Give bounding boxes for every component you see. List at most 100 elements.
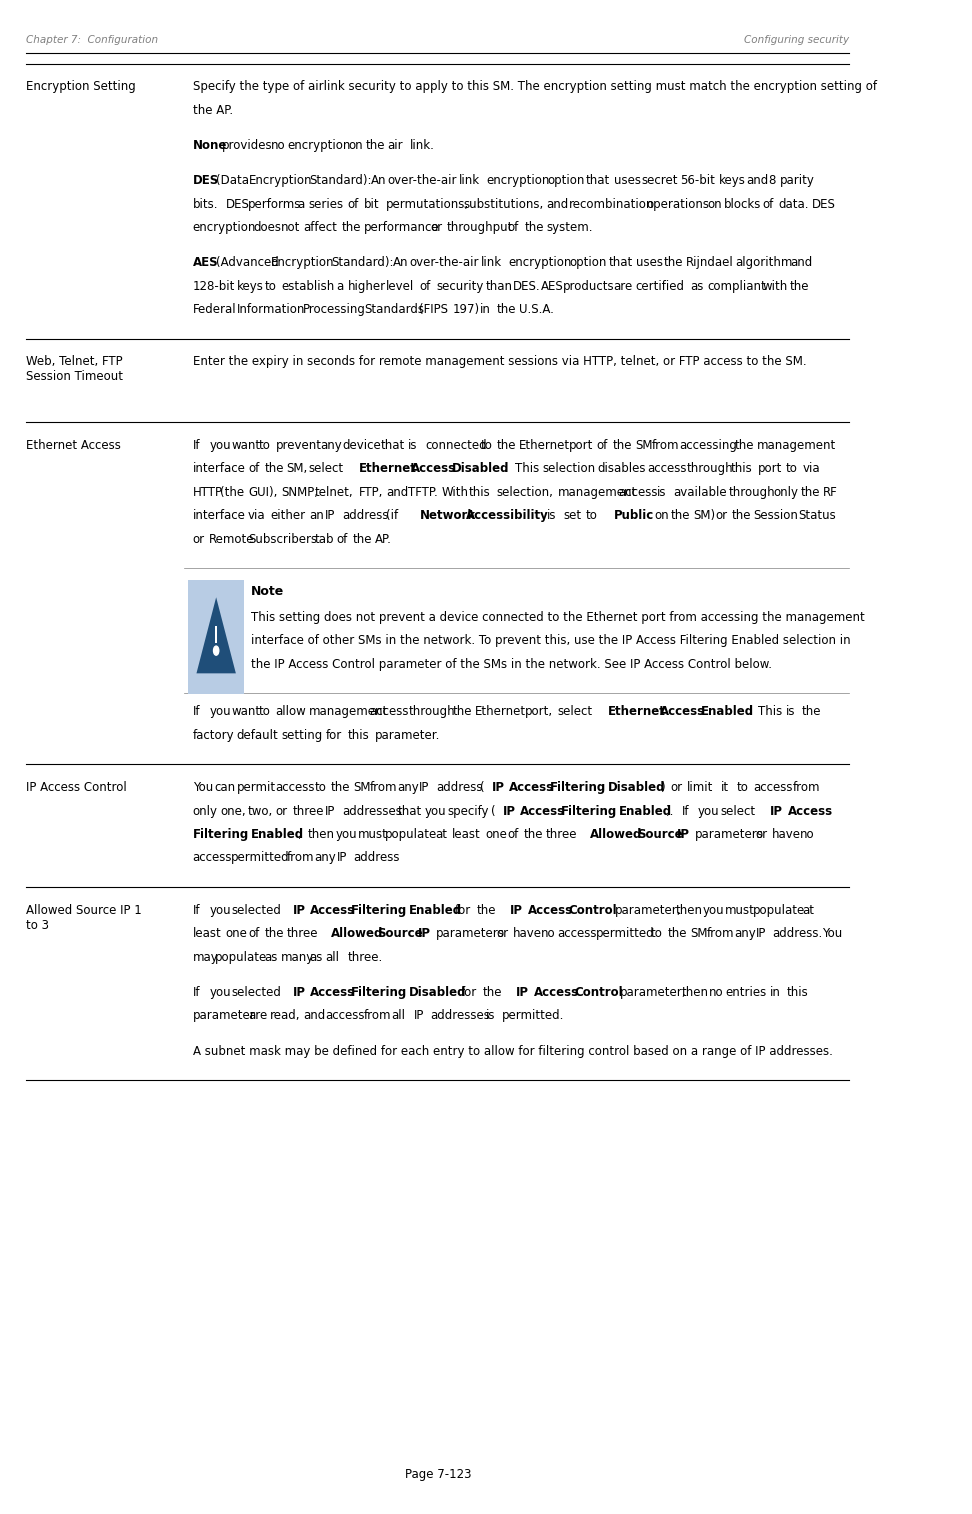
Text: permitted.: permitted. [503, 1010, 565, 1022]
Text: Processing: Processing [303, 303, 366, 316]
Text: None: None [192, 139, 227, 151]
Text: the: the [790, 280, 810, 292]
Text: IP: IP [503, 804, 515, 818]
Text: DES.: DES. [513, 280, 541, 292]
Text: Control: Control [574, 986, 623, 999]
Text: parameter: parameter [192, 1010, 256, 1022]
Text: Ethernet: Ethernet [474, 706, 526, 718]
Text: through: through [686, 462, 733, 475]
Text: selected: selected [231, 986, 281, 999]
Text: .: . [746, 706, 750, 718]
Text: link: link [459, 174, 480, 188]
Text: addresses: addresses [431, 1010, 490, 1022]
Text: the: the [735, 439, 754, 451]
Text: Disabled: Disabled [408, 986, 466, 999]
Text: SM,: SM, [287, 462, 308, 475]
Text: Status: Status [798, 509, 836, 522]
Text: Access: Access [534, 986, 578, 999]
Text: IP: IP [677, 828, 690, 840]
Text: available: available [674, 486, 727, 498]
Text: performs: performs [248, 197, 301, 210]
Text: Information: Information [237, 303, 305, 316]
Text: Ethernet: Ethernet [519, 439, 570, 451]
Text: must: must [725, 904, 755, 916]
Text: HTTP: HTTP [192, 486, 223, 498]
Text: of: of [248, 462, 260, 475]
Text: IP: IP [516, 986, 529, 999]
Text: populate: populate [385, 828, 437, 840]
Text: IP: IP [418, 927, 432, 940]
Text: and: and [386, 486, 408, 498]
Text: Enabled: Enabled [701, 706, 753, 718]
Text: SM): SM) [693, 509, 715, 522]
Text: Note: Note [251, 584, 284, 598]
Text: throughput: throughput [447, 221, 513, 235]
Text: An: An [370, 174, 386, 188]
Text: any: any [320, 439, 341, 451]
Text: to: to [737, 781, 748, 793]
Text: This setting does not prevent a device connected to the Ethernet port from acces: This setting does not prevent a device c… [251, 610, 864, 624]
Text: you: you [425, 804, 446, 818]
Text: no: no [709, 986, 723, 999]
Text: of: of [596, 439, 608, 451]
Text: address.: address. [773, 927, 823, 940]
Text: air: air [387, 139, 403, 151]
Text: via: via [248, 509, 265, 522]
Text: Filtering: Filtering [561, 804, 617, 818]
Text: to: to [785, 462, 798, 475]
Text: of: of [347, 197, 359, 210]
Text: the: the [802, 706, 821, 718]
Text: If: If [192, 904, 200, 916]
Text: affect: affect [303, 221, 337, 235]
Text: the: the [330, 781, 350, 793]
Text: the: the [264, 462, 284, 475]
Text: GUI),: GUI), [248, 486, 277, 498]
Text: recombination: recombination [569, 197, 654, 210]
Text: management: management [756, 439, 836, 451]
Text: certified: certified [635, 280, 684, 292]
Text: or: or [671, 781, 682, 793]
Text: If: If [681, 804, 689, 818]
Text: ,: , [296, 828, 300, 840]
Text: as: as [264, 951, 278, 963]
Text: Access: Access [509, 781, 554, 793]
Text: from: from [651, 439, 679, 451]
Text: want: want [231, 706, 260, 718]
Text: ): ) [660, 781, 664, 793]
Text: Session: Session [753, 509, 799, 522]
Text: Source: Source [377, 927, 423, 940]
Text: Allowed: Allowed [590, 828, 642, 840]
Text: you: you [209, 986, 230, 999]
Text: series: series [309, 197, 344, 210]
Text: no: no [800, 828, 815, 840]
Text: (the: (the [221, 486, 244, 498]
Text: you: you [698, 804, 719, 818]
Text: than: than [486, 280, 512, 292]
Text: the: the [477, 904, 497, 916]
Text: a: a [297, 197, 305, 210]
Text: SNMP,: SNMP, [281, 486, 318, 498]
Text: Filtering: Filtering [351, 904, 406, 916]
Text: parameter,: parameter, [620, 986, 687, 999]
Text: port,: port, [525, 706, 552, 718]
Text: have: have [772, 828, 801, 840]
Text: address: address [342, 509, 389, 522]
Text: you: you [209, 904, 230, 916]
Text: keys: keys [719, 174, 746, 188]
Text: Standard):: Standard): [331, 256, 395, 269]
Text: from: from [707, 927, 734, 940]
Text: permutations,: permutations, [386, 197, 469, 210]
Text: parameter,: parameter, [614, 904, 681, 916]
Text: of: of [419, 280, 431, 292]
Text: from: from [792, 781, 819, 793]
Text: Standard):: Standard): [310, 174, 372, 188]
Text: it: it [720, 781, 729, 793]
Text: disables: disables [598, 462, 646, 475]
Text: A subnet mask may be defined for each entry to allow for filtering control based: A subnet mask may be defined for each en… [192, 1045, 832, 1057]
Text: AES: AES [541, 280, 564, 292]
Text: one: one [226, 927, 248, 940]
Text: Access: Access [411, 462, 456, 475]
Text: Ethernet Access: Ethernet Access [26, 439, 122, 451]
Text: Configuring security: Configuring security [745, 35, 850, 45]
Text: access: access [276, 781, 315, 793]
